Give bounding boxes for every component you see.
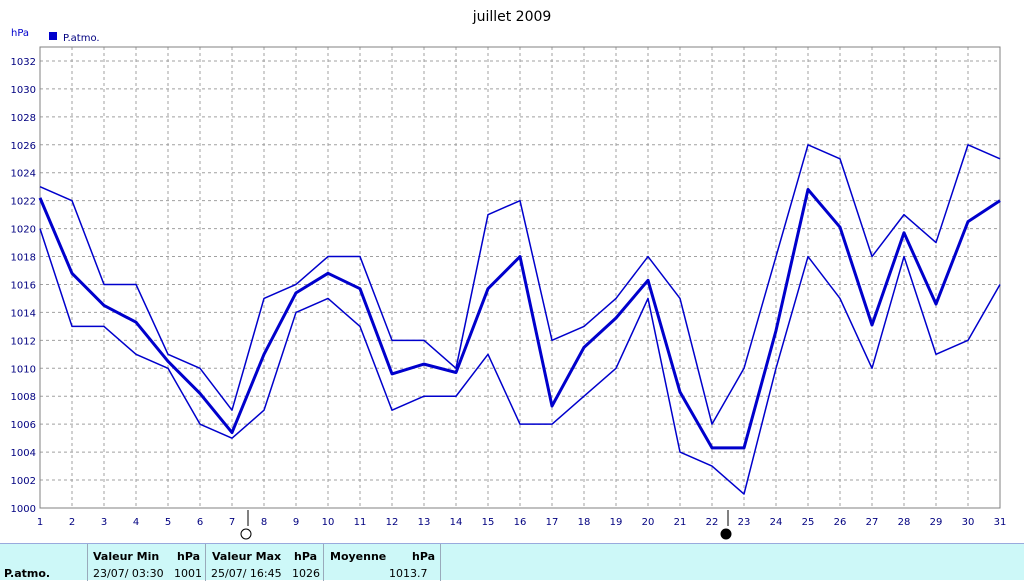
y-tick-label: 1030 <box>11 85 36 96</box>
stats-series-label: P.atmo. <box>4 567 51 580</box>
x-tick-label: 20 <box>642 517 655 528</box>
y-tick-label: 1012 <box>11 336 36 347</box>
x-tick-label: 30 <box>962 517 975 528</box>
plot-area <box>39 46 1001 509</box>
series-min-line <box>39 228 1001 495</box>
avg-value: 1013.7 <box>389 567 428 580</box>
x-tick-label: 3 <box>101 517 107 528</box>
x-tick-label: 27 <box>866 517 879 528</box>
grid <box>40 47 1000 508</box>
x-tick-label: 6 <box>197 517 203 528</box>
x-tick-label: 14 <box>450 517 463 528</box>
x-tick-label: 15 <box>482 517 495 528</box>
legend-swatch <box>49 32 57 40</box>
avg-unit: hPa <box>412 550 436 563</box>
min-date: 23/07/ 03:30 <box>93 567 164 580</box>
y-tick-label: 1024 <box>11 169 36 180</box>
x-tick-label: 4 <box>133 517 139 528</box>
new-moon-icon <box>720 528 732 540</box>
x-tick-label: 29 <box>930 517 943 528</box>
y-tick-label: 1008 <box>11 392 36 403</box>
y-tick-label: 1000 <box>11 504 36 515</box>
max-value: 1026 <box>292 567 320 580</box>
x-tick-label: 17 <box>546 517 559 528</box>
stats-avg-cell: Moyenne hPa 1013.7 <box>324 544 441 581</box>
x-tick-label: 16 <box>514 517 527 528</box>
x-tick-label: 5 <box>165 517 171 528</box>
avg-header: Moyenne <box>330 550 387 563</box>
x-tick-label: 12 <box>386 517 399 528</box>
moon-phases <box>240 510 732 540</box>
y-tick-label: 1032 <box>11 57 36 68</box>
y-axis: 1000 1002 1004 1006 1008 1010 1012 1014 1016 1018… <box>11 57 36 515</box>
x-tick-label: 8 <box>261 517 267 528</box>
x-tick-label: 26 <box>834 517 847 528</box>
y-tick-label: 1020 <box>11 225 36 236</box>
chart-title: juillet 2009 <box>472 9 552 25</box>
y-tick-label: 1010 <box>11 364 36 375</box>
legend-label: P.atmo. <box>63 33 100 44</box>
full-moon-icon <box>240 528 252 540</box>
x-tick-label: 10 <box>322 517 335 528</box>
series <box>38 144 1001 495</box>
stats-bar: P.atmo. Valeur Min hPa 23/07/ 03:30 1001… <box>0 543 1024 581</box>
x-tick-label: 28 <box>898 517 911 528</box>
pressure-chart: juillet 2009 hPa P.atmo. 100010021004100… <box>11 9 1007 540</box>
x-axis: 1 2 3 4 5 6 7 8 9 10 11 12 13 14 15 16 17 18 19 20 21 22 23 24 2… <box>37 517 1007 528</box>
x-tick-label: 22 <box>706 517 719 528</box>
stats-label-cell <box>0 544 88 581</box>
x-tick-label: 23 <box>738 517 751 528</box>
x-tick-label: 31 <box>994 517 1007 528</box>
series-max-line <box>39 144 1001 425</box>
y-tick-label: 1028 <box>11 113 36 124</box>
y-axis-unit: hPa <box>11 28 29 39</box>
min-value: 1001 <box>174 567 202 580</box>
y-tick-label: 1002 <box>11 476 36 487</box>
y-tick-label: 1014 <box>11 308 36 319</box>
x-tick-label: 13 <box>418 517 431 528</box>
max-header: Valeur Max <box>212 550 282 563</box>
x-tick-label: 25 <box>802 517 815 528</box>
y-tick-label: 1016 <box>11 280 36 291</box>
x-tick-label: 2 <box>69 517 75 528</box>
min-unit: hPa <box>177 550 201 563</box>
x-tick-label: 21 <box>674 517 687 528</box>
y-tick-label: 1006 <box>11 420 36 431</box>
x-tick-label: 19 <box>610 517 623 528</box>
max-unit: hPa <box>294 550 318 563</box>
x-tick-label: 9 <box>293 517 299 528</box>
y-tick-label: 1022 <box>11 197 36 208</box>
series-mean-line <box>38 187 1001 450</box>
stats-min-cell: Valeur Min hPa 23/07/ 03:30 1001 <box>88 544 206 581</box>
x-tick-label: 18 <box>578 517 591 528</box>
y-tick-label: 1026 <box>11 141 36 152</box>
y-tick-label: 1018 <box>11 253 36 264</box>
max-date: 25/07/ 16:45 <box>211 567 282 580</box>
stats-max-cell: Valeur Max hPa 25/07/ 16:45 1026 <box>206 544 324 581</box>
x-tick-label: 24 <box>770 517 783 528</box>
x-tick-label: 7 <box>229 517 235 528</box>
y-tick-label: 1004 <box>11 448 36 459</box>
min-header: Valeur Min <box>93 550 160 563</box>
x-tick-label: 11 <box>354 517 367 528</box>
x-tick-label: 1 <box>37 517 43 528</box>
